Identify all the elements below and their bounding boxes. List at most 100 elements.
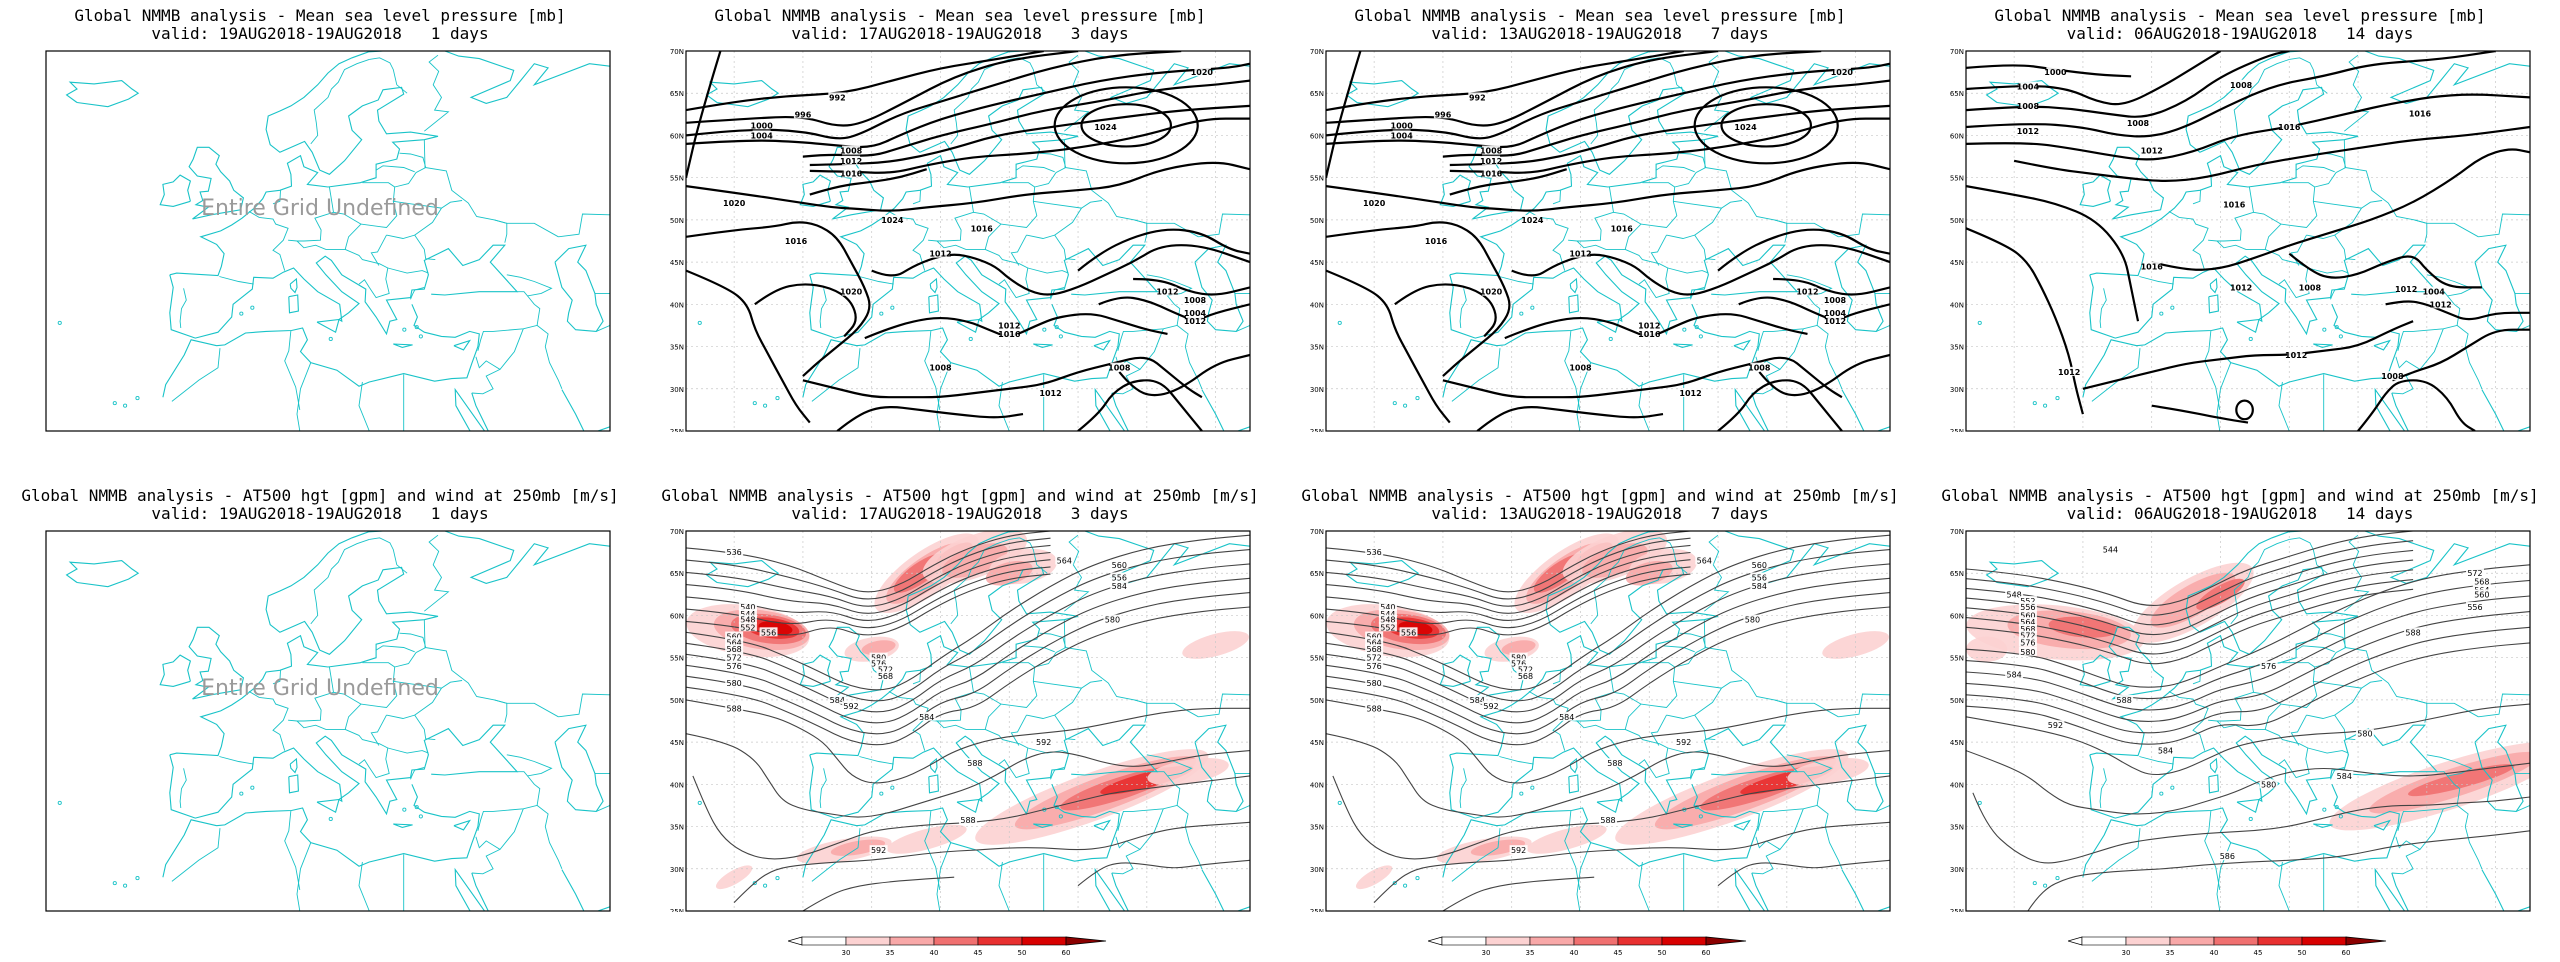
lat-tick-label: 35N [670,344,684,352]
border-line [2514,772,2530,774]
border-line [1528,211,1569,271]
contour-label: 1008 [2381,372,2404,381]
island [1058,814,1063,819]
contour-line [1966,185,2140,322]
coastline [454,387,489,431]
contour-label: 588 [1607,759,1622,768]
coastline [705,560,780,588]
panel-title: Global NMMB analysis - Mean sea level pr… [714,6,1206,25]
coastline [2313,823,2333,828]
contour-label: 1016 [2278,123,2301,132]
contour-line [2013,125,2530,182]
island [1698,334,1703,339]
panel-mslp-1day: Global NMMB analysis - Mean sea level pr… [0,0,640,480]
contour-label: 588 [960,816,975,825]
border-line [506,754,553,777]
border-line [1010,714,1027,746]
border-line [1838,213,1890,238]
contour-line [1326,592,1890,735]
border-line [924,810,941,890]
island [775,396,780,401]
coastline [2474,724,2524,812]
island [2032,881,2037,886]
coastline [65,80,140,108]
island [775,876,780,881]
border-line [1673,680,1743,689]
colorbar-segment [845,936,891,946]
lat-tick-label: 50N [1950,697,1964,705]
border-line [912,670,921,685]
coastline [2082,784,2400,878]
wind-shading [1147,757,1229,786]
panel-mslp-14days: Global NMMB analysis - Mean sea level pr… [1920,0,2560,480]
contour-line [1080,103,1173,148]
border-line [1234,772,1250,774]
panel-mslp-3days: Global NMMB analysis - Mean sea level pr… [640,0,1280,480]
island [1958,315,1961,318]
map-plot: Entire Grid Undefined [26,48,614,432]
colorbar-arrow [786,936,803,946]
border-line [888,691,929,751]
coastline [1841,869,1890,911]
contour-line [1966,569,2414,645]
wind-shading [1822,631,1889,659]
contour-line [1077,859,1250,887]
contour-label: 1012 [2395,285,2417,294]
panel-title: Global NMMB analysis - AT500 hgt [gpm] a… [661,486,1259,505]
wind-shading [886,824,967,854]
coastline [393,343,413,348]
contour-label: 560 [727,633,742,642]
border-line [1176,805,1203,869]
contour-line [1326,606,1890,746]
colorbar-tick-label: 45 [1614,949,1623,957]
border-line [1198,693,1250,718]
panel-title: Global NMMB analysis - AT500 hgt [gpm] a… [1301,486,1899,505]
contour-line [2082,320,2414,390]
contour-label: 572 [2020,632,2035,641]
lat-tick-label: 40N [670,781,684,789]
island [2043,403,2048,408]
island [1530,785,1535,790]
wind-shading [1787,757,1869,786]
island [414,805,419,810]
lat-tick-label: 40N [1310,301,1324,309]
panel-z500-14days: Global NMMB analysis - AT500 hgt [gpm] a… [1920,480,2560,960]
border-line [936,362,952,431]
lat-tick-label: 60N [1950,612,1964,620]
contour-label: 1016 [840,169,863,178]
coastline [65,560,140,588]
border-line [2230,58,2290,145]
border-line [1650,234,1667,266]
contour-label: 1016 [2409,109,2432,118]
wind-shading [985,560,1033,586]
contour-line [1966,642,2530,745]
lat-tick-label: 70N [1950,48,1964,56]
border-line [1816,325,1843,389]
coastline [159,174,192,207]
lat-tick-label: 70N [670,528,684,536]
coastline [799,174,832,207]
coastline [1834,724,1884,812]
coastline [2481,389,2530,431]
contour-label: 996 [795,110,812,119]
contour-line [1773,277,1890,296]
border-line [2208,186,2255,242]
island [418,334,423,339]
border-line [2395,328,2444,370]
panel-subtitle: valid: 17AUG2018-19AUG2018 3 days [791,504,1129,523]
contour-line [1053,86,1199,165]
border-line [2204,810,2221,890]
panel-title: Global NMMB analysis - Mean sea level pr… [1994,6,2486,25]
border-line [2290,714,2307,746]
island [1977,800,1982,805]
island [678,315,681,318]
contour-label: 560 [1752,561,1767,570]
contour-label: 568 [878,672,893,681]
contour-line [686,577,1250,724]
border-line [2313,680,2383,689]
border-line [1838,693,1890,718]
contour-label: 568 [1367,645,1382,654]
border-line [1499,756,1534,765]
border-line [386,234,436,261]
contour-label: 1012 [840,157,862,166]
